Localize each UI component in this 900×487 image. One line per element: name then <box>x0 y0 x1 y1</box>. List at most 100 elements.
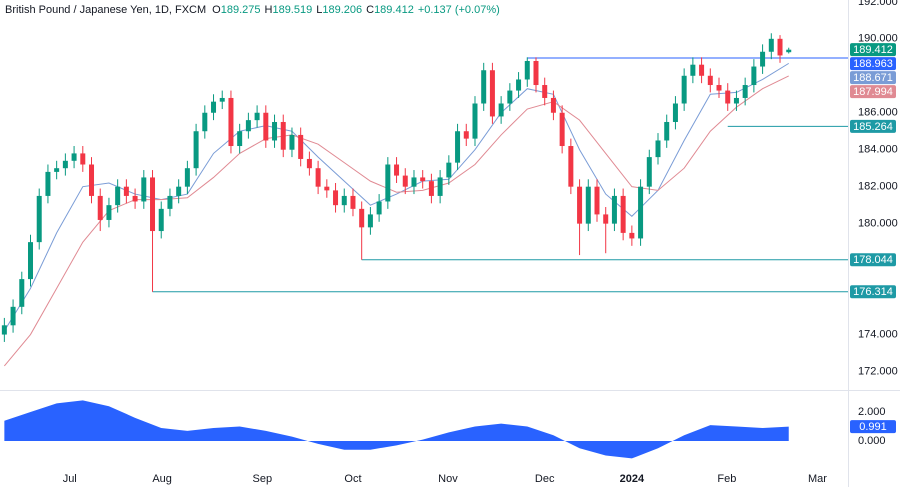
x-tick-label: Mar <box>808 473 827 485</box>
candle-body <box>19 279 25 307</box>
stat-value: 189.519 <box>272 4 312 16</box>
candle-body <box>611 195 617 224</box>
candle-body <box>760 51 766 67</box>
candle-body <box>184 168 190 187</box>
candle-body <box>202 112 208 132</box>
candle-body <box>333 190 339 206</box>
stat-key: C <box>366 4 374 16</box>
candle-body <box>481 70 487 104</box>
candle-body <box>45 171 51 196</box>
candle-body <box>690 64 696 76</box>
candle-body <box>411 177 417 187</box>
candle-body <box>254 112 260 121</box>
candle-body <box>751 66 757 86</box>
x-tick-label: Jul <box>63 473 77 485</box>
candle-body <box>786 49 792 53</box>
y-tick-label: 174.000 <box>858 328 898 340</box>
candle-body <box>777 38 783 56</box>
candle-body <box>324 186 330 191</box>
x-tick-label: Nov <box>438 473 458 485</box>
candle-body <box>280 121 286 150</box>
last-price-badge-bg <box>850 43 896 57</box>
candle-body <box>646 157 652 187</box>
candle-body <box>385 164 391 202</box>
candle-body <box>699 64 705 76</box>
candle-body <box>672 103 678 122</box>
candle-body <box>289 134 295 150</box>
ma-badge: 188.671 <box>853 72 893 84</box>
candle-body <box>620 195 626 233</box>
candle-body <box>655 140 661 158</box>
candle-body <box>211 101 217 113</box>
y-tick-label: 186.000 <box>858 107 898 119</box>
candle-body <box>428 181 434 196</box>
candle-body <box>141 177 147 202</box>
level-badge: 185.264 <box>853 121 893 133</box>
candle-body <box>707 75 713 86</box>
candle-body <box>10 306 16 326</box>
x-tick-label: 2024 <box>620 473 645 485</box>
candle-body <box>629 232 635 239</box>
candle-body <box>507 90 513 104</box>
x-tick-label: Dec <box>535 473 555 485</box>
oscillator-badge: 0.991 <box>859 421 887 433</box>
candle-body <box>437 177 443 196</box>
candle-body <box>725 90 731 104</box>
candle-body <box>376 201 382 215</box>
level-badge-bg <box>850 285 896 299</box>
chart-header: British Pound / Japanese Yen, 1D, FXCM O1… <box>5 4 500 16</box>
ma-badge-bg <box>850 71 896 85</box>
candle-body <box>193 131 199 169</box>
candle-body <box>577 186 583 224</box>
level-badge: 188.963 <box>853 58 893 70</box>
candle-body <box>472 103 478 139</box>
candle-body <box>559 112 565 147</box>
candle-body <box>603 214 609 224</box>
ma-badge-bg <box>850 85 896 99</box>
candle-body <box>638 186 644 239</box>
candle-body <box>594 186 600 215</box>
candle-body <box>716 85 722 91</box>
candle-body <box>359 208 365 228</box>
candle-body <box>341 195 347 206</box>
candle-body <box>167 195 173 209</box>
candle-body <box>568 146 574 187</box>
oscillator-area <box>4 400 789 459</box>
stat-key: L <box>316 4 322 16</box>
candle-body <box>350 195 356 209</box>
candle-body <box>516 79 522 91</box>
price-change: +0.137 (+0.07%) <box>418 4 500 16</box>
candle-body <box>733 97 739 104</box>
candle-body <box>97 195 103 220</box>
candle-body <box>463 131 469 139</box>
candle-body <box>176 186 182 196</box>
candle-body <box>219 97 225 102</box>
x-tick-label: Feb <box>717 473 736 485</box>
stat-value: 189.275 <box>221 4 261 16</box>
symbol-title: British Pound / Japanese Yen, 1D, FXCM <box>5 4 206 16</box>
level-badge-bg <box>850 57 896 71</box>
y-tick-label: 182.000 <box>858 181 898 193</box>
y-tick-label: 2.000 <box>858 406 886 418</box>
candle-body <box>158 208 164 232</box>
candle-body <box>367 214 373 228</box>
candle-body <box>306 158 312 169</box>
candle-body <box>54 168 60 172</box>
candle-body <box>237 131 243 147</box>
y-tick-label: 192.000 <box>858 0 898 8</box>
y-tick-label: 172.000 <box>858 365 898 377</box>
candle-body <box>263 112 269 141</box>
stat-value: 189.206 <box>322 4 362 16</box>
candle-body <box>28 242 34 280</box>
level-badge: 178.044 <box>853 254 893 266</box>
candle-body <box>80 153 86 165</box>
x-tick-label: Oct <box>344 473 361 485</box>
candle-body <box>542 85 548 98</box>
candle-body <box>420 177 426 182</box>
candle-body <box>150 177 156 232</box>
candle-body <box>664 121 670 141</box>
candle-body <box>742 85 748 98</box>
candle-body <box>89 164 95 196</box>
